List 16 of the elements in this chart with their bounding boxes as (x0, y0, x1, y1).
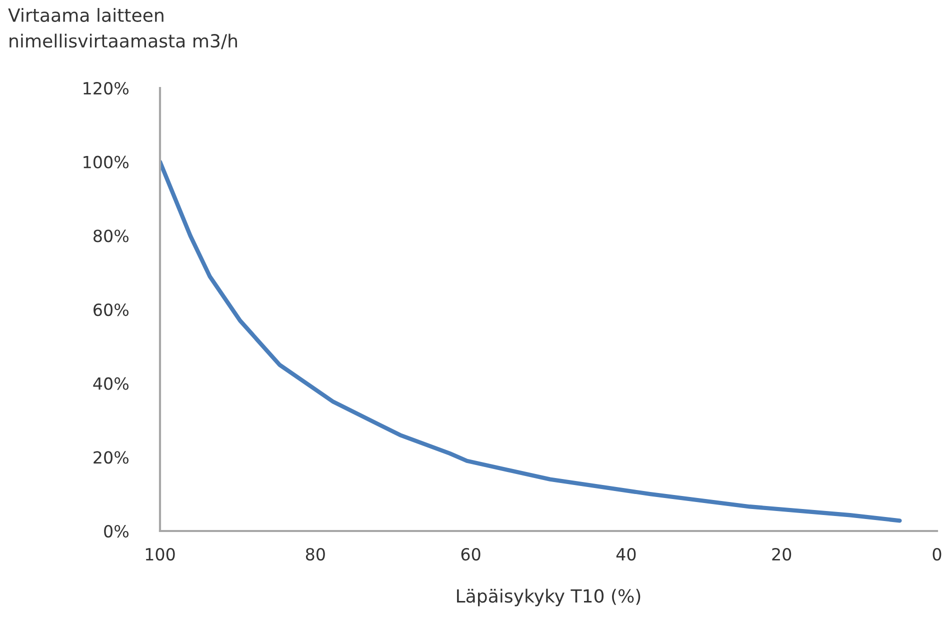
x-tick-label: 40 (616, 548, 636, 561)
x-tick-label: 0 (932, 548, 942, 561)
y-tick-label: 40% (93, 377, 129, 390)
y-tick-label: 20% (94, 451, 129, 464)
y-tick-label: 120% (84, 82, 129, 95)
y-tick-label: 60% (94, 303, 129, 316)
y-tick-label: 100% (84, 156, 129, 168)
y-tick-label: 80% (94, 230, 129, 242)
y-axis-title: Virtaama laitteen nimellisvirtaamasta m3/h (8, 8, 237, 50)
x-tick-label: 20 (772, 548, 792, 561)
x-tick-label: 60 (461, 548, 480, 561)
line-series (160, 160, 902, 523)
x-tick-label: 100 (146, 548, 175, 561)
x-tick-label: 80 (306, 548, 325, 561)
y-tick-label: 0% (104, 524, 129, 538)
x-axis-title: Läpäisykyky T10 (%) (457, 588, 640, 606)
